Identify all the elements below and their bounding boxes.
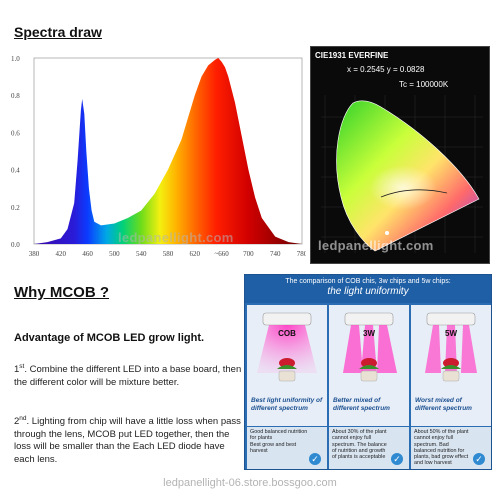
paragraph-2-number: 2 <box>14 416 20 428</box>
cie-header: CIE1931 EVERFINE <box>315 51 389 60</box>
x-tick-label: 380 <box>29 250 40 258</box>
x-tick-label: 460 <box>82 250 93 258</box>
y-tick-label: 0.8 <box>11 92 20 100</box>
x-tick-label: 620 <box>190 250 201 258</box>
x-tick-label: 700 <box>243 250 254 258</box>
y-tick-label: 0.0 <box>11 241 20 249</box>
comparison-infographic: The comparison of COB chis, 3w chips and… <box>244 274 492 470</box>
cie-watermark: ledpanellight.com <box>318 238 434 253</box>
x-tick-label: 540 <box>136 250 147 258</box>
cie-diagram-svg: CIE1931 EVERFINE x = 0.2545 y = 0.0828 T… <box>311 47 489 263</box>
comparison-column-5w: 5W Worst mixed of different spectrum <box>411 305 491 426</box>
column-caption-cob: Best light uniformity of different spect… <box>251 397 323 412</box>
comparison-cell-3w: About 30% of the plant cannot enjoy full… <box>329 427 409 469</box>
x-tick-label: 740 <box>270 250 281 258</box>
paragraph-1-suffix: st <box>19 363 25 370</box>
comparison-cell-cob: Good balanced nutrition for plants Best … <box>247 427 327 469</box>
cell-text-3w: About 30% of the plant cannot enjoy full… <box>332 429 387 461</box>
comparison-header: The comparison of COB chis, 3w chips and… <box>245 275 491 303</box>
x-tick-label: ~660 <box>214 250 229 258</box>
comparison-header-line-1: The comparison of COB chis, 3w chips and… <box>285 278 451 285</box>
paragraph-1-number: 1 <box>14 364 20 376</box>
x-axis-ticks: 380 420 460 500 540 580 620 ~660 700 740 780 <box>29 250 306 258</box>
column-label-cob: COB <box>278 329 296 338</box>
x-tick-label: 780 <box>297 250 306 258</box>
y-tick-label: 1.0 <box>11 55 20 63</box>
cie-coordinates: x = 0.2545 y = 0.0828 <box>347 65 425 74</box>
column-caption-5w: Worst mixed of different spectrum <box>415 397 472 412</box>
footer-watermark: ledpanellight-06.store.bossgoo.com <box>163 477 337 489</box>
y-tick-label: 0.6 <box>11 129 20 137</box>
comparison-cell-5w: About 50% of the plant cannot enjoy full… <box>411 427 491 469</box>
check-icon: ✓ <box>391 453 403 465</box>
cie-diagram: CIE1931 EVERFINE x = 0.2545 y = 0.0828 T… <box>310 46 490 264</box>
spectrum-watermark: ledpanellight.com <box>118 230 234 245</box>
y-tick-label: 0.4 <box>11 167 20 175</box>
why-mcob-title: Why MCOB ? <box>14 284 109 301</box>
spectra-draw-title: Spectra draw <box>14 24 102 40</box>
spectrum-area <box>34 58 302 244</box>
column-caption-3w: Better mixed of different spectrum <box>333 397 390 412</box>
cell-text-5w: About 50% of the plant cannot enjoy full… <box>414 429 469 467</box>
cob-lamp-illustration <box>257 312 317 382</box>
5w-lamp-illustration <box>425 312 477 382</box>
y-axis-ticks: 0.0 0.2 0.4 0.6 0.8 1.0 <box>11 55 20 249</box>
paragraph-2-text: . Lighting from chip will have a little … <box>14 416 241 465</box>
x-tick-label: 500 <box>109 250 120 258</box>
x-tick-label: 420 <box>56 250 67 258</box>
cie-color-temperature: Tc = 100000K <box>399 80 449 89</box>
y-tick-label: 0.2 <box>11 204 20 212</box>
spectrum-chart: 0.0 0.2 0.4 0.6 0.8 1.0 380 420 460 500 540 580 620… <box>8 54 306 260</box>
comparison-header-line-2: the light uniformity <box>327 286 409 297</box>
check-icon: ✓ <box>309 453 321 465</box>
3w-lamp-illustration <box>343 312 397 382</box>
column-label-5w: 5W <box>445 329 457 338</box>
check-icon: ✓ <box>473 453 485 465</box>
paragraph-1-text: . Combine the different LED into a base … <box>14 364 242 388</box>
column-label-3w: 3W <box>363 329 375 338</box>
cie-measured-point <box>385 231 389 235</box>
comparison-column-cob: COB Best light uniformity of different s… <box>247 305 327 426</box>
spectrum-chart-svg: 0.0 0.2 0.4 0.6 0.8 1.0 380 420 460 500 540 580 620… <box>11 55 306 258</box>
cell-text-cob: Good balanced nutrition for plants Best … <box>250 429 308 454</box>
paragraph-2: 2nd. Lighting from chip will have a litt… <box>14 413 242 466</box>
comparison-column-3w: 3W Better mixed of different spectrum <box>329 305 409 426</box>
paragraph-1: 1st. Combine the different LED into a ba… <box>14 361 242 389</box>
paragraph-2-suffix: nd <box>19 415 27 422</box>
advantage-heading: Advantage of MCOB LED grow light. <box>14 332 205 344</box>
x-tick-label: 580 <box>163 250 174 258</box>
